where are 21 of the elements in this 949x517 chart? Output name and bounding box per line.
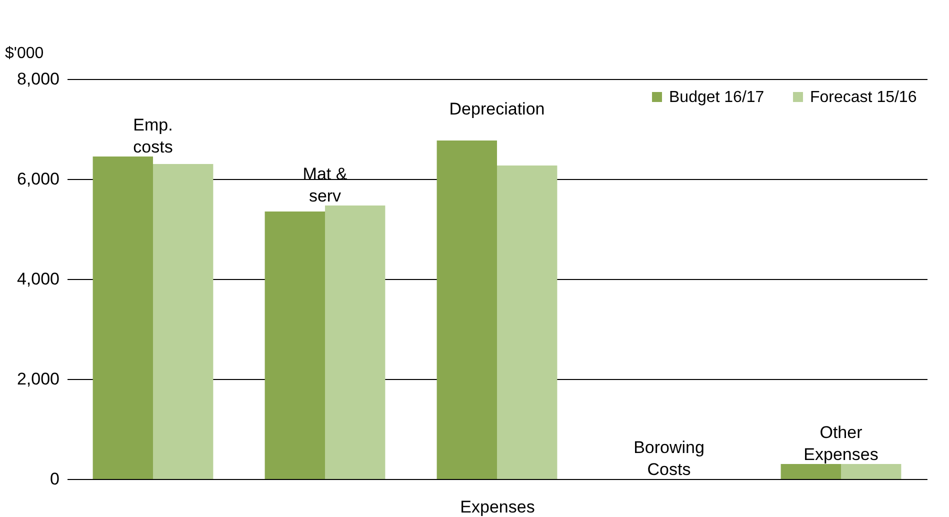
x-tick-label: Emp. costs <box>133 116 173 156</box>
bar <box>841 464 902 479</box>
y-axis-title: $'000 <box>5 45 44 62</box>
y-tick-label: 8,000 <box>16 70 60 88</box>
x-tick-label: Borowing Costs <box>634 438 704 479</box>
bar <box>780 464 841 479</box>
bar <box>325 206 386 479</box>
legend-label: Budget 16/17 <box>669 89 764 106</box>
y-tick-label: 6,000 <box>16 170 60 188</box>
bar <box>497 166 558 479</box>
bar <box>153 164 214 479</box>
x-axis-title: Expenses <box>460 498 535 516</box>
x-tick-label: Other Expenses <box>804 423 878 464</box>
y-tick-label: 4,000 <box>16 270 60 288</box>
bar <box>264 212 325 479</box>
x-tick-label: Depreciation <box>449 100 545 118</box>
y-tick-label: 2,000 <box>16 370 60 388</box>
legend-label: Forecast 15/16 <box>810 89 917 106</box>
y-tick-label: 0 <box>50 470 60 488</box>
bar <box>436 140 497 479</box>
bar <box>92 156 153 479</box>
